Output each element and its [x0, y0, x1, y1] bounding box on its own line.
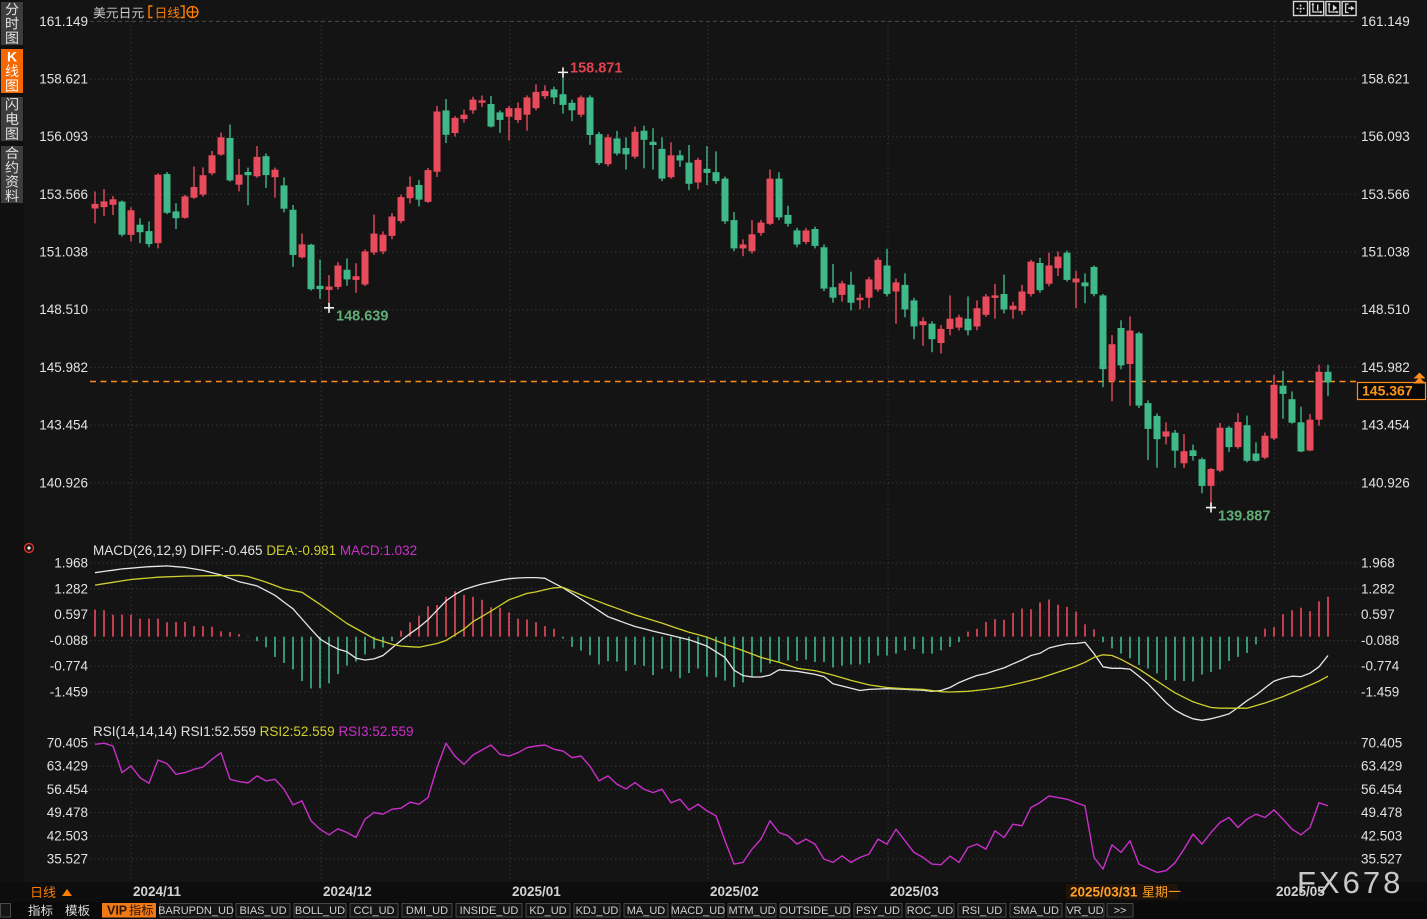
svg-text:-1.459: -1.459	[50, 685, 88, 700]
svg-text:1.968: 1.968	[1361, 556, 1395, 571]
svg-text:-0.088: -0.088	[1361, 633, 1399, 648]
svg-text:>>: >>	[1114, 905, 1127, 917]
svg-text:MA_UD: MA_UD	[627, 905, 666, 917]
svg-text:139.887: 139.887	[1218, 509, 1270, 525]
svg-text:2025/05: 2025/05	[1276, 884, 1325, 899]
svg-text:FX678: FX678	[1297, 865, 1403, 900]
svg-text:2024/11: 2024/11	[133, 884, 182, 899]
svg-text:-1.459: -1.459	[1361, 685, 1399, 700]
svg-text:63.429: 63.429	[47, 759, 88, 774]
svg-text:2025/03/31: 2025/03/31	[1070, 885, 1138, 900]
svg-text:153.566: 153.566	[39, 187, 88, 202]
svg-text:63.429: 63.429	[1361, 759, 1402, 774]
svg-text:156.093: 156.093	[39, 129, 88, 144]
svg-text:49.478: 49.478	[47, 805, 88, 820]
svg-text:158.621: 158.621	[1361, 72, 1410, 87]
svg-text:70.405: 70.405	[1361, 736, 1402, 751]
svg-text:K: K	[7, 48, 17, 64]
svg-text:148.510: 148.510	[1361, 302, 1410, 317]
svg-text:161.149: 161.149	[1361, 14, 1410, 29]
svg-text:KD_UD: KD_UD	[529, 905, 566, 917]
svg-text:145.982: 145.982	[39, 360, 88, 375]
svg-text:0.597: 0.597	[54, 607, 88, 622]
svg-text:MTM_UD: MTM_UD	[728, 905, 775, 917]
svg-text:42.503: 42.503	[47, 828, 88, 843]
svg-text:2025/02: 2025/02	[710, 884, 759, 899]
svg-text:140.926: 140.926	[1361, 475, 1410, 490]
svg-text:MACD(26,12,9) DIFF:-0.465 DEA: MACD(26,12,9) DIFF:-0.465 DEA:-0.981 MAC…	[93, 543, 417, 558]
svg-text:BOLL_UD: BOLL_UD	[295, 905, 345, 917]
svg-text:1.282: 1.282	[54, 581, 88, 596]
svg-text:PSY_UD: PSY_UD	[856, 905, 900, 917]
svg-text:145.982: 145.982	[1361, 360, 1410, 375]
svg-text:148.639: 148.639	[336, 308, 388, 324]
svg-text:49.478: 49.478	[1361, 805, 1402, 820]
svg-text:161.149: 161.149	[39, 14, 88, 29]
svg-text:158.621: 158.621	[39, 72, 88, 87]
svg-text:RSI_UD: RSI_UD	[962, 905, 1002, 917]
svg-text:151.038: 151.038	[1361, 245, 1410, 260]
svg-text:151.038: 151.038	[39, 245, 88, 260]
svg-text:2024/12: 2024/12	[323, 884, 372, 899]
svg-text:148.510: 148.510	[39, 302, 88, 317]
svg-text:RSI(14,14,14) RSI1:52.559 RSI: RSI(14,14,14) RSI1:52.559 RSI2:52.559 RS…	[93, 724, 414, 739]
svg-text:1.282: 1.282	[1361, 581, 1395, 596]
svg-text:42.503: 42.503	[1361, 828, 1402, 843]
svg-text:35.527: 35.527	[1361, 852, 1402, 867]
svg-text:-0.088: -0.088	[50, 633, 88, 648]
svg-text:ROC_UD: ROC_UD	[907, 905, 954, 917]
svg-text:SMA_UD: SMA_UD	[1013, 905, 1059, 917]
svg-text:143.454: 143.454	[1361, 418, 1410, 433]
svg-text:BIAS_UD: BIAS_UD	[239, 905, 286, 917]
svg-text:CCI_UD: CCI_UD	[354, 905, 395, 917]
svg-text:158.871: 158.871	[570, 60, 622, 76]
svg-text:153.566: 153.566	[1361, 187, 1410, 202]
svg-text:1.968: 1.968	[54, 556, 88, 571]
svg-text:35.527: 35.527	[47, 852, 88, 867]
svg-text:BARUPDN_UD: BARUPDN_UD	[158, 905, 234, 917]
svg-text:KDJ_UD: KDJ_UD	[576, 905, 619, 917]
svg-text:70.405: 70.405	[47, 736, 88, 751]
svg-text:56.454: 56.454	[1361, 782, 1403, 797]
svg-text:-0.774: -0.774	[1361, 659, 1400, 674]
svg-text:0.597: 0.597	[1361, 607, 1395, 622]
svg-text:DMI_UD: DMI_UD	[406, 905, 448, 917]
svg-text:56.454: 56.454	[47, 782, 89, 797]
svg-text:143.454: 143.454	[39, 418, 88, 433]
svg-text:2025/03: 2025/03	[890, 884, 939, 899]
svg-text:MACD_UD: MACD_UD	[671, 905, 725, 917]
svg-text:140.926: 140.926	[39, 475, 88, 490]
svg-text:-0.774: -0.774	[50, 659, 89, 674]
svg-text:VIP: VIP	[107, 904, 127, 918]
svg-text:2025/01: 2025/01	[512, 884, 561, 899]
svg-text:INSIDE_UD: INSIDE_UD	[460, 905, 519, 917]
svg-text:145.367: 145.367	[1362, 383, 1413, 399]
svg-text:VR_UD: VR_UD	[1066, 905, 1103, 917]
svg-text:OUTSIDE_UD: OUTSIDE_UD	[780, 905, 851, 917]
svg-text:156.093: 156.093	[1361, 129, 1410, 144]
